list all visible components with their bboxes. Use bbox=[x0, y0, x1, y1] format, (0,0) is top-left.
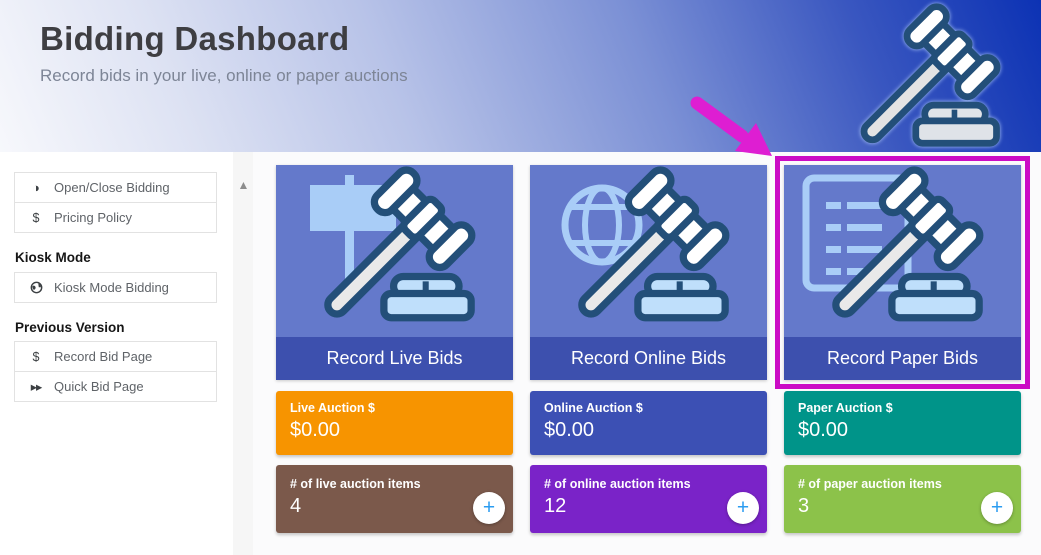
stat-value: 12 bbox=[544, 495, 567, 517]
paper-auction-total-card: Paper Auction $ $0.00 bbox=[784, 391, 1021, 455]
fast-forward-icon: ▸▸ bbox=[30, 380, 43, 394]
sidebar-group-previous: $ Record Bid Page ▸▸ Quick Bid Page bbox=[14, 341, 217, 402]
scroll-up-arrow-icon[interactable]: ▲ bbox=[237, 178, 250, 192]
plus-icon: + bbox=[990, 496, 1004, 519]
globe-gavel-icon bbox=[530, 165, 767, 337]
page-subtitle: Record bids in your live, online or pape… bbox=[40, 66, 408, 85]
contrast-icon: ◑ bbox=[32, 180, 40, 195]
record-live-bids-card[interactable]: Record Live Bids bbox=[276, 165, 513, 380]
sidebar-item-label: Quick Bid Page bbox=[54, 379, 144, 394]
live-auction-total-card: Live Auction $ $0.00 bbox=[276, 391, 513, 455]
card-label[interactable]: Record Live Bids bbox=[276, 337, 513, 380]
sidebar-item-label: Pricing Policy bbox=[54, 210, 133, 225]
plus-icon: + bbox=[736, 496, 750, 519]
stat-value: $0.00 bbox=[798, 419, 849, 441]
card-label[interactable]: Record Paper Bids bbox=[784, 337, 1021, 380]
stat-value: $0.00 bbox=[544, 419, 595, 441]
stat-label: # of paper auction items bbox=[798, 477, 942, 491]
paper-gavel-icon bbox=[784, 165, 1021, 337]
add-live-item-button[interactable]: + bbox=[473, 492, 505, 524]
online-auction-total-card: Online Auction $ $0.00 bbox=[530, 391, 767, 455]
sidebar-item-quick-bid-page[interactable]: ▸▸ Quick Bid Page bbox=[14, 371, 217, 402]
sidebar-item-label: Open/Close Bidding bbox=[54, 180, 170, 195]
sidebar-item-kiosk-mode-bidding[interactable]: Kiosk Mode Bidding bbox=[14, 272, 217, 303]
stat-value: $0.00 bbox=[290, 419, 341, 441]
sidebar-scrollbar[interactable]: ▲ bbox=[233, 152, 254, 555]
globe-icon bbox=[28, 281, 44, 294]
live-items-count-card: # of live auction items 4 + bbox=[276, 465, 513, 533]
stat-label: Paper Auction $ bbox=[798, 401, 893, 415]
dollar-icon: $ bbox=[32, 349, 40, 364]
sidebar-item-label: Record Bid Page bbox=[54, 349, 153, 364]
gavel-logo-icon bbox=[850, 2, 1004, 150]
paper-items-count-card: # of paper auction items 3 + bbox=[784, 465, 1021, 533]
header-banner: Bidding Dashboard Record bids in your li… bbox=[0, 0, 1041, 152]
record-paper-bids-card[interactable]: Record Paper Bids bbox=[784, 165, 1021, 380]
record-online-bids-card[interactable]: Record Online Bids bbox=[530, 165, 767, 380]
plus-icon: + bbox=[482, 496, 496, 519]
add-paper-item-button[interactable]: + bbox=[981, 492, 1013, 524]
paper-card-graphic bbox=[784, 165, 1021, 337]
sign-gavel-icon bbox=[276, 165, 513, 337]
sidebar-item-record-bid-page[interactable]: $ Record Bid Page bbox=[14, 341, 217, 372]
sidebar-item-pricing-policy[interactable]: $ Pricing Policy bbox=[14, 202, 217, 233]
dollar-icon: $ bbox=[32, 210, 40, 225]
sidebar-item-label: Kiosk Mode Bidding bbox=[54, 280, 169, 295]
stat-value: 3 bbox=[798, 495, 810, 517]
online-card-graphic bbox=[530, 165, 767, 337]
stat-label: Live Auction $ bbox=[290, 401, 375, 415]
sidebar-item-open-close-bidding[interactable]: ◑ Open/Close Bidding bbox=[14, 172, 217, 203]
stat-label: # of online auction items bbox=[544, 477, 691, 491]
sidebar-group-kiosk: Kiosk Mode Bidding bbox=[14, 272, 217, 303]
online-items-count-card: # of online auction items 12 + bbox=[530, 465, 767, 533]
page-title: Bidding Dashboard bbox=[40, 20, 350, 57]
stat-label: # of live auction items bbox=[290, 477, 421, 491]
stat-value: 4 bbox=[290, 495, 302, 517]
sidebar-section-previous-version: Previous Version bbox=[15, 320, 125, 335]
sidebar-group-top: ◑ Open/Close Bidding $ Pricing Policy bbox=[14, 172, 217, 233]
card-label[interactable]: Record Online Bids bbox=[530, 337, 767, 380]
sidebar-section-kiosk-mode: Kiosk Mode bbox=[15, 250, 91, 265]
stat-label: Online Auction $ bbox=[544, 401, 643, 415]
add-online-item-button[interactable]: + bbox=[727, 492, 759, 524]
live-card-graphic bbox=[276, 165, 513, 337]
